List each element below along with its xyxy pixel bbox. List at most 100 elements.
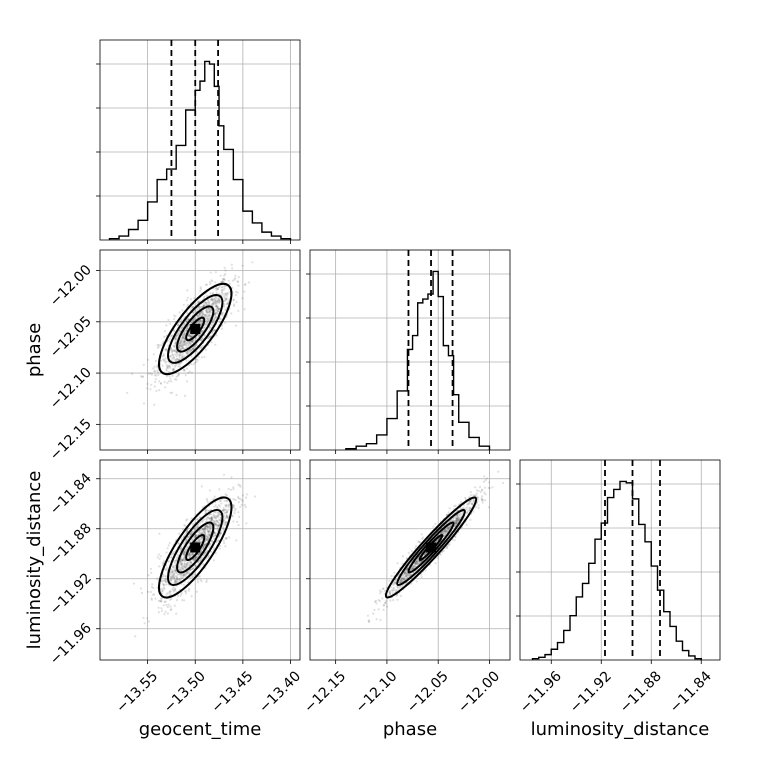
sample-point [453,539,456,542]
sample-point [225,499,228,502]
sample-point [181,343,184,346]
sample-point [204,511,208,514]
sample-point [191,339,194,342]
sample-point [217,512,220,515]
sample-point [403,573,406,576]
sample-point [192,319,195,322]
sample-point [378,600,381,603]
sample-point [171,368,174,371]
sample-point [201,537,204,540]
sample-point [166,364,170,367]
sample-point [381,597,384,600]
sample-point [190,335,193,338]
sample-point [175,350,178,353]
sample-point [225,537,228,540]
sample-point [170,578,173,581]
sample-point [484,479,487,482]
sample-point [421,537,424,541]
sample-point [197,530,200,534]
sample-point [203,301,206,304]
sample-point [208,526,211,529]
sample-point [210,517,213,520]
sample-point [183,333,186,336]
contour-level-2 [176,305,215,353]
sample-point [448,526,451,530]
sample-point [408,573,412,576]
sample-point [232,504,235,507]
sample-point [194,358,197,361]
sample-point [185,344,188,347]
sample-point [227,300,230,303]
sample-point [185,572,188,575]
sample-point [185,329,188,332]
sample-point [201,527,204,530]
sample-point [405,576,409,579]
sample-point [206,499,209,502]
sample-point [381,587,385,590]
sample-point [209,292,212,295]
sample-point [253,495,257,498]
sample-point [184,524,187,528]
sample-point [180,559,183,562]
sample-point [477,504,480,507]
sample-point [166,365,169,368]
sample-point [398,580,401,583]
sample-point [169,593,172,596]
sample-point [177,573,180,576]
sample-point [183,368,186,371]
hist-frame-luminosity_distance [519,459,721,661]
sample-point [183,340,186,344]
sample-point [206,299,210,302]
sample-point [199,287,202,290]
sample-point [462,507,465,510]
sample-point [163,335,166,338]
sample-point [189,336,192,339]
sample-point [171,571,174,574]
sample-point [170,348,173,351]
sample-point [214,311,217,314]
sample-point [185,329,188,332]
sample-point [187,334,190,337]
sample-point [182,574,185,577]
sample-point [150,373,154,376]
sample-point [172,551,175,554]
y-tick-label-luminosity_distance: −11.88 [47,520,95,568]
sample-point [195,358,198,361]
sample-point [367,619,370,622]
sample-point [472,499,475,502]
sample-point [207,530,210,533]
sample-point [208,310,211,313]
sample-point [245,496,248,499]
sample-point [208,281,211,284]
sample-point [157,611,160,614]
sample-point [402,573,405,577]
sample-point [210,526,213,529]
sample-point [225,297,228,301]
sample-point [380,590,383,593]
sample-point [164,348,168,351]
sample-point [201,311,204,314]
sample-point [183,573,187,576]
x-tick-label-geocent_time: −13.45 [209,668,257,716]
sample-point [456,514,459,517]
sample-point [171,574,174,577]
sample-point [226,504,229,507]
sample-point [192,559,195,562]
sample-point [162,583,165,586]
sample-point [434,540,437,543]
sample-point [194,535,197,538]
sample-point [444,529,447,532]
sample-point [223,523,226,526]
sample-point [189,363,192,366]
sample-point [203,334,206,337]
sample-point [470,502,473,505]
sample-point [171,374,174,377]
sample-point [218,301,221,304]
sample-point [170,347,173,350]
sample-point [188,370,191,373]
sample-point [441,530,444,533]
sample-point [442,529,446,532]
sample-point [209,282,212,286]
sample-point [218,300,221,303]
